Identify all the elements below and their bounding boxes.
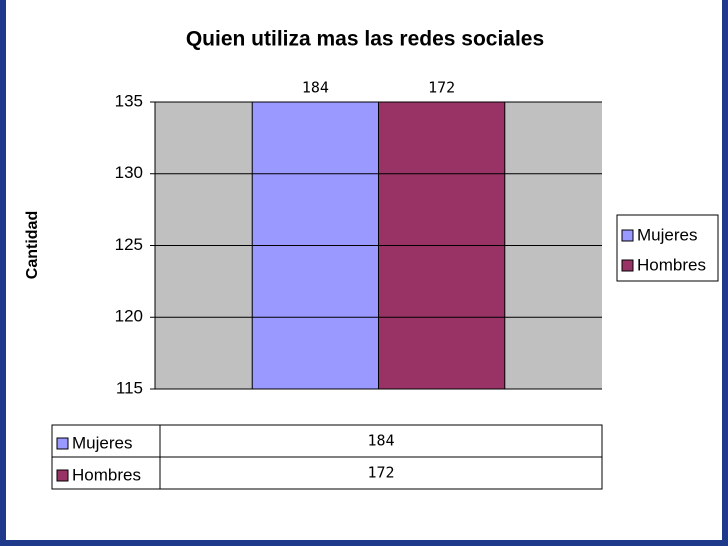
data-label-box xyxy=(417,77,466,99)
data-label: 172 xyxy=(428,79,455,97)
legend-swatch xyxy=(621,259,634,272)
y-tick-label: 125 xyxy=(115,235,143,254)
table-swatch xyxy=(56,469,69,482)
y-axis-label: Cantidad xyxy=(24,211,41,279)
legend-label: Mujeres xyxy=(637,225,697,244)
data-label-box xyxy=(291,77,340,99)
legend-label: Hombres xyxy=(637,255,706,274)
table-value: 184 xyxy=(367,432,394,450)
legend-swatch xyxy=(621,229,634,242)
data-label: 184 xyxy=(302,79,329,97)
y-tick-label: 135 xyxy=(115,91,143,110)
y-tick-label: 130 xyxy=(115,163,143,182)
chart-title: Quien utiliza mas las redes sociales xyxy=(186,28,544,51)
y-tick-label: 120 xyxy=(115,307,143,326)
table-series-name: Hombres xyxy=(72,465,141,484)
table-value: 172 xyxy=(367,464,394,482)
table-series-name: Mujeres xyxy=(72,433,132,452)
y-tick-label: 115 xyxy=(116,378,143,397)
table-swatch xyxy=(56,437,69,450)
legend-box xyxy=(616,214,719,282)
